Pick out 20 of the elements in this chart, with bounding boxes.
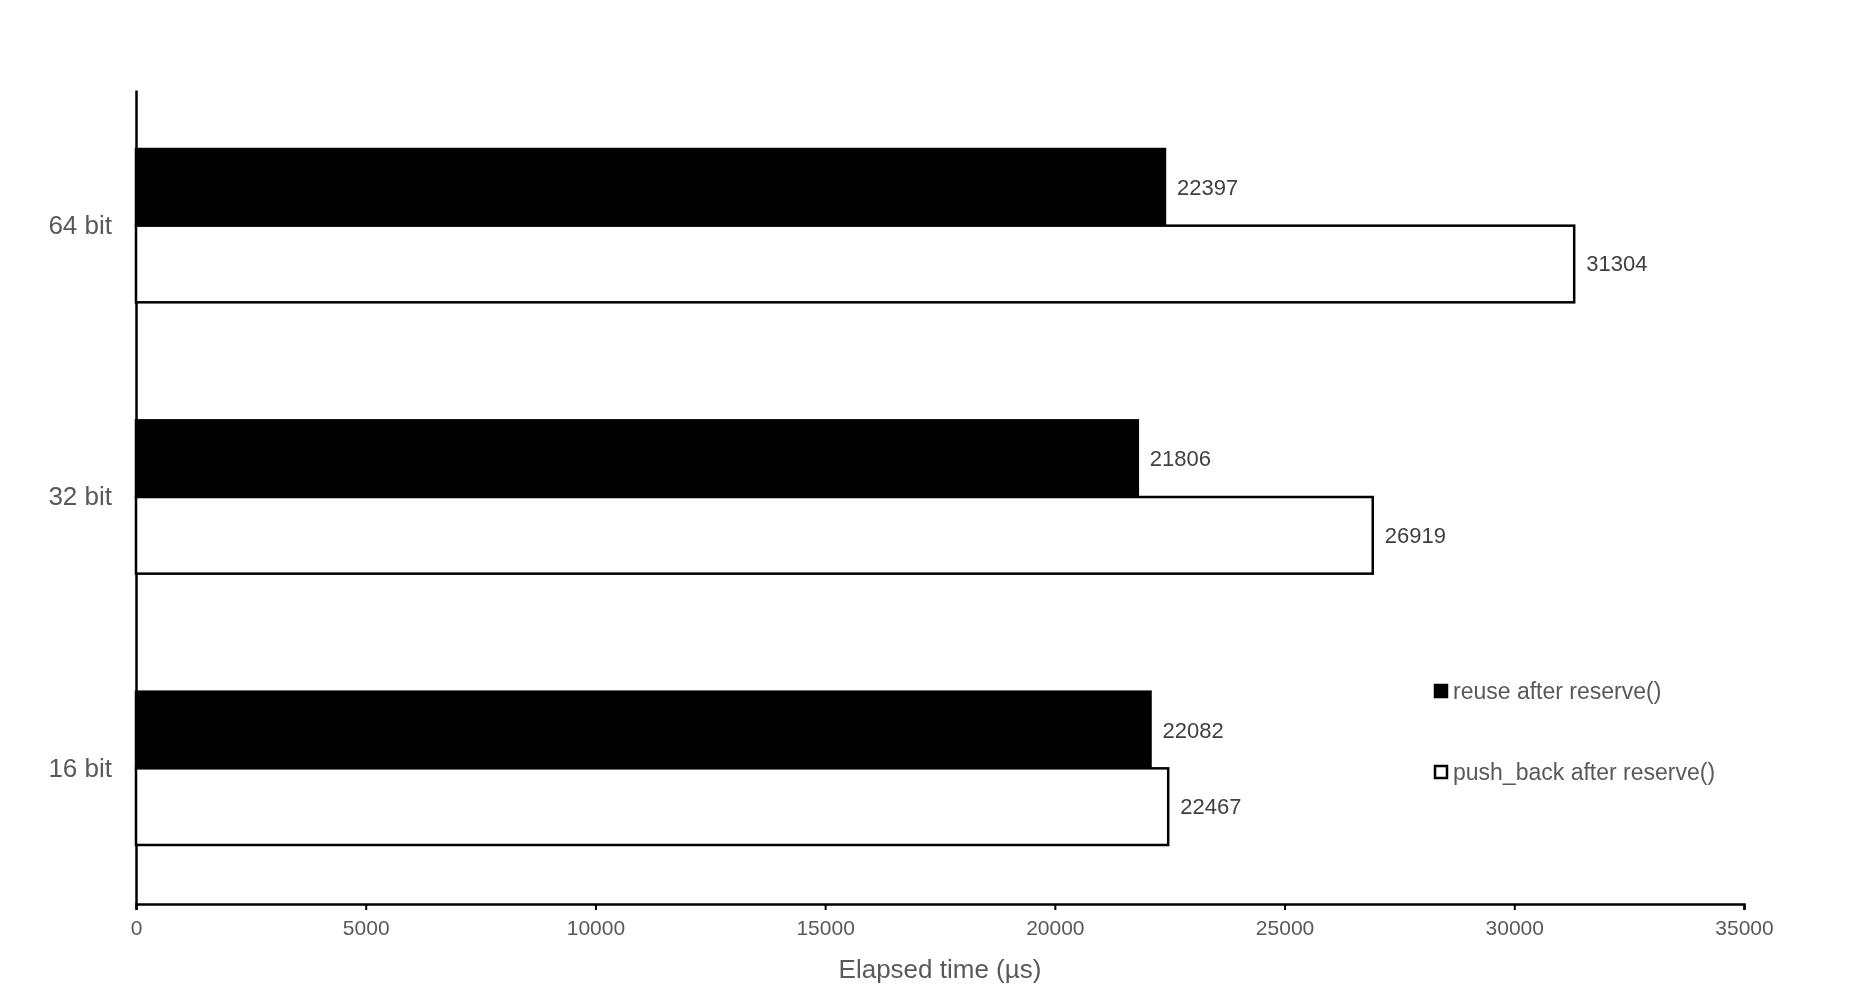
data-label: 22397 <box>1176 174 1239 200</box>
x-tick-label: 0 <box>130 915 143 939</box>
y-tick-label: 32 bit <box>48 481 113 512</box>
data-label: 22082 <box>1162 717 1224 743</box>
x-tick-label: 35000 <box>1715 915 1774 939</box>
x-tick-label: 10000 <box>566 915 626 939</box>
data-label: 31304 <box>1586 251 1648 277</box>
x-tick-label: 5000 <box>342 915 390 939</box>
x-tick-label: 20000 <box>1026 915 1085 939</box>
y-tick-label: 64 bit <box>48 209 113 240</box>
x-tick-label: 15000 <box>796 915 855 939</box>
x-axis-title: Elapsed time (µs) <box>838 954 1042 984</box>
data-label: 21806 <box>1149 446 1212 472</box>
x-tick-label: 30000 <box>1485 915 1544 939</box>
x-tick-label: 25000 <box>1255 915 1315 939</box>
legend-label: push_back after reserve() <box>1453 759 1716 785</box>
legend-label: reuse after reserve() <box>1453 678 1662 704</box>
y-tick-label: 16 bit <box>48 752 113 783</box>
data-label: 26919 <box>1384 522 1446 548</box>
data-label: 22467 <box>1180 794 1242 820</box>
